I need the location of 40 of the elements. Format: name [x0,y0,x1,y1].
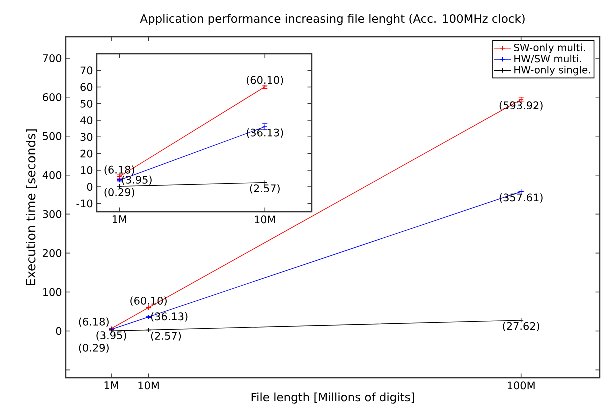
y-tick-label: 50 [80,100,93,108]
data-label: (6.18) [79,318,109,328]
y-axis-title: Execution time [seconds] [26,130,38,286]
y-tick-label: 70 [80,66,93,75]
data-label: (0.29) [79,344,109,354]
y-tick-label: 300 [43,210,62,218]
data-label: (2.57) [250,184,280,194]
y-tick-label: 0 [56,327,62,336]
legend-label: HW/SW multi. [514,54,582,64]
y-tick-label: 0 [87,183,93,191]
x-tick-label: 100M [508,382,535,390]
data-label: (36.13) [246,128,284,138]
x-tick-label: 1M [112,216,126,224]
x-axis-title: File length [Millions of digits] [252,392,414,404]
y-tick-label: -10 [76,200,93,208]
data-label: (3.95) [96,331,126,341]
data-label: (36.13) [151,312,188,322]
x-tick-label: 10M [138,382,159,390]
data-label: (0.29) [104,188,134,198]
chart-title: Application performance increasing file lenght (Acc. 100MHz clock) [140,14,525,26]
y-tick-label: 600 [43,93,62,102]
y-tick-label: 10 [81,166,93,174]
x-tick-label: 10M [255,216,276,224]
legend-label: HW-only single. [514,66,590,76]
data-label: (3.95) [122,176,152,186]
y-tick-label: 100 [43,288,62,296]
y-tick-label: 60 [80,83,93,92]
data-label: (27.62) [503,322,540,332]
y-tick-label: 30 [80,133,93,142]
y-tick-label: 400 [42,171,62,180]
y-tick-label: 200 [43,249,62,258]
y-tick-label: 40 [80,116,93,124]
y-tick-label: 20 [80,150,93,158]
data-label: (60.10) [246,76,284,86]
data-label: (357.61) [500,194,543,203]
legend-label: SW-only multi. [514,44,586,54]
y-tick-label: 500 [43,132,62,140]
x-tick-label: 1M [104,382,118,390]
y-tick-label: 700 [43,54,62,62]
data-label: (2.57) [151,332,182,342]
